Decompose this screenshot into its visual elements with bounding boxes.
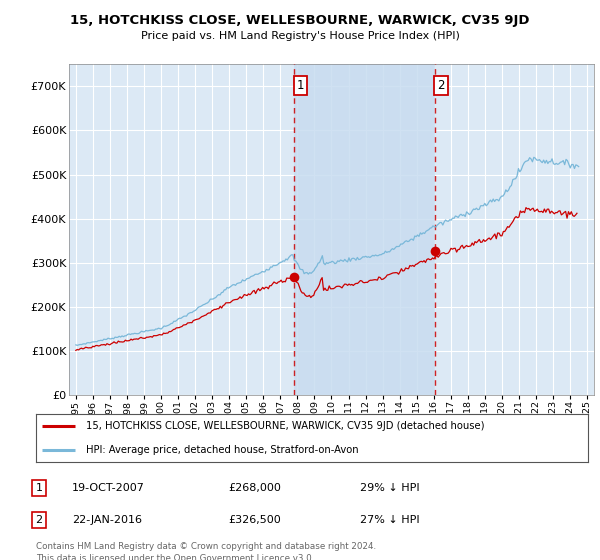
Text: 19-OCT-2007: 19-OCT-2007 — [72, 483, 145, 493]
Text: 15, HOTCHKISS CLOSE, WELLESBOURNE, WARWICK, CV35 9JD: 15, HOTCHKISS CLOSE, WELLESBOURNE, WARWI… — [70, 14, 530, 27]
Text: 1: 1 — [35, 483, 43, 493]
Text: Price paid vs. HM Land Registry's House Price Index (HPI): Price paid vs. HM Land Registry's House … — [140, 31, 460, 41]
Text: 2: 2 — [35, 515, 43, 525]
Text: 29% ↓ HPI: 29% ↓ HPI — [360, 483, 419, 493]
Bar — [294, 64, 434, 395]
Text: 22-JAN-2016: 22-JAN-2016 — [72, 515, 142, 525]
Text: 2: 2 — [437, 80, 445, 92]
Text: 15, HOTCHKISS CLOSE, WELLESBOURNE, WARWICK, CV35 9JD (detached house): 15, HOTCHKISS CLOSE, WELLESBOURNE, WARWI… — [86, 421, 484, 431]
Text: HPI: Average price, detached house, Stratford-on-Avon: HPI: Average price, detached house, Stra… — [86, 445, 358, 455]
Text: Contains HM Land Registry data © Crown copyright and database right 2024.
This d: Contains HM Land Registry data © Crown c… — [36, 542, 376, 560]
Text: £268,000: £268,000 — [228, 483, 281, 493]
Text: 1: 1 — [296, 80, 304, 92]
Text: 27% ↓ HPI: 27% ↓ HPI — [360, 515, 419, 525]
Text: £326,500: £326,500 — [228, 515, 281, 525]
